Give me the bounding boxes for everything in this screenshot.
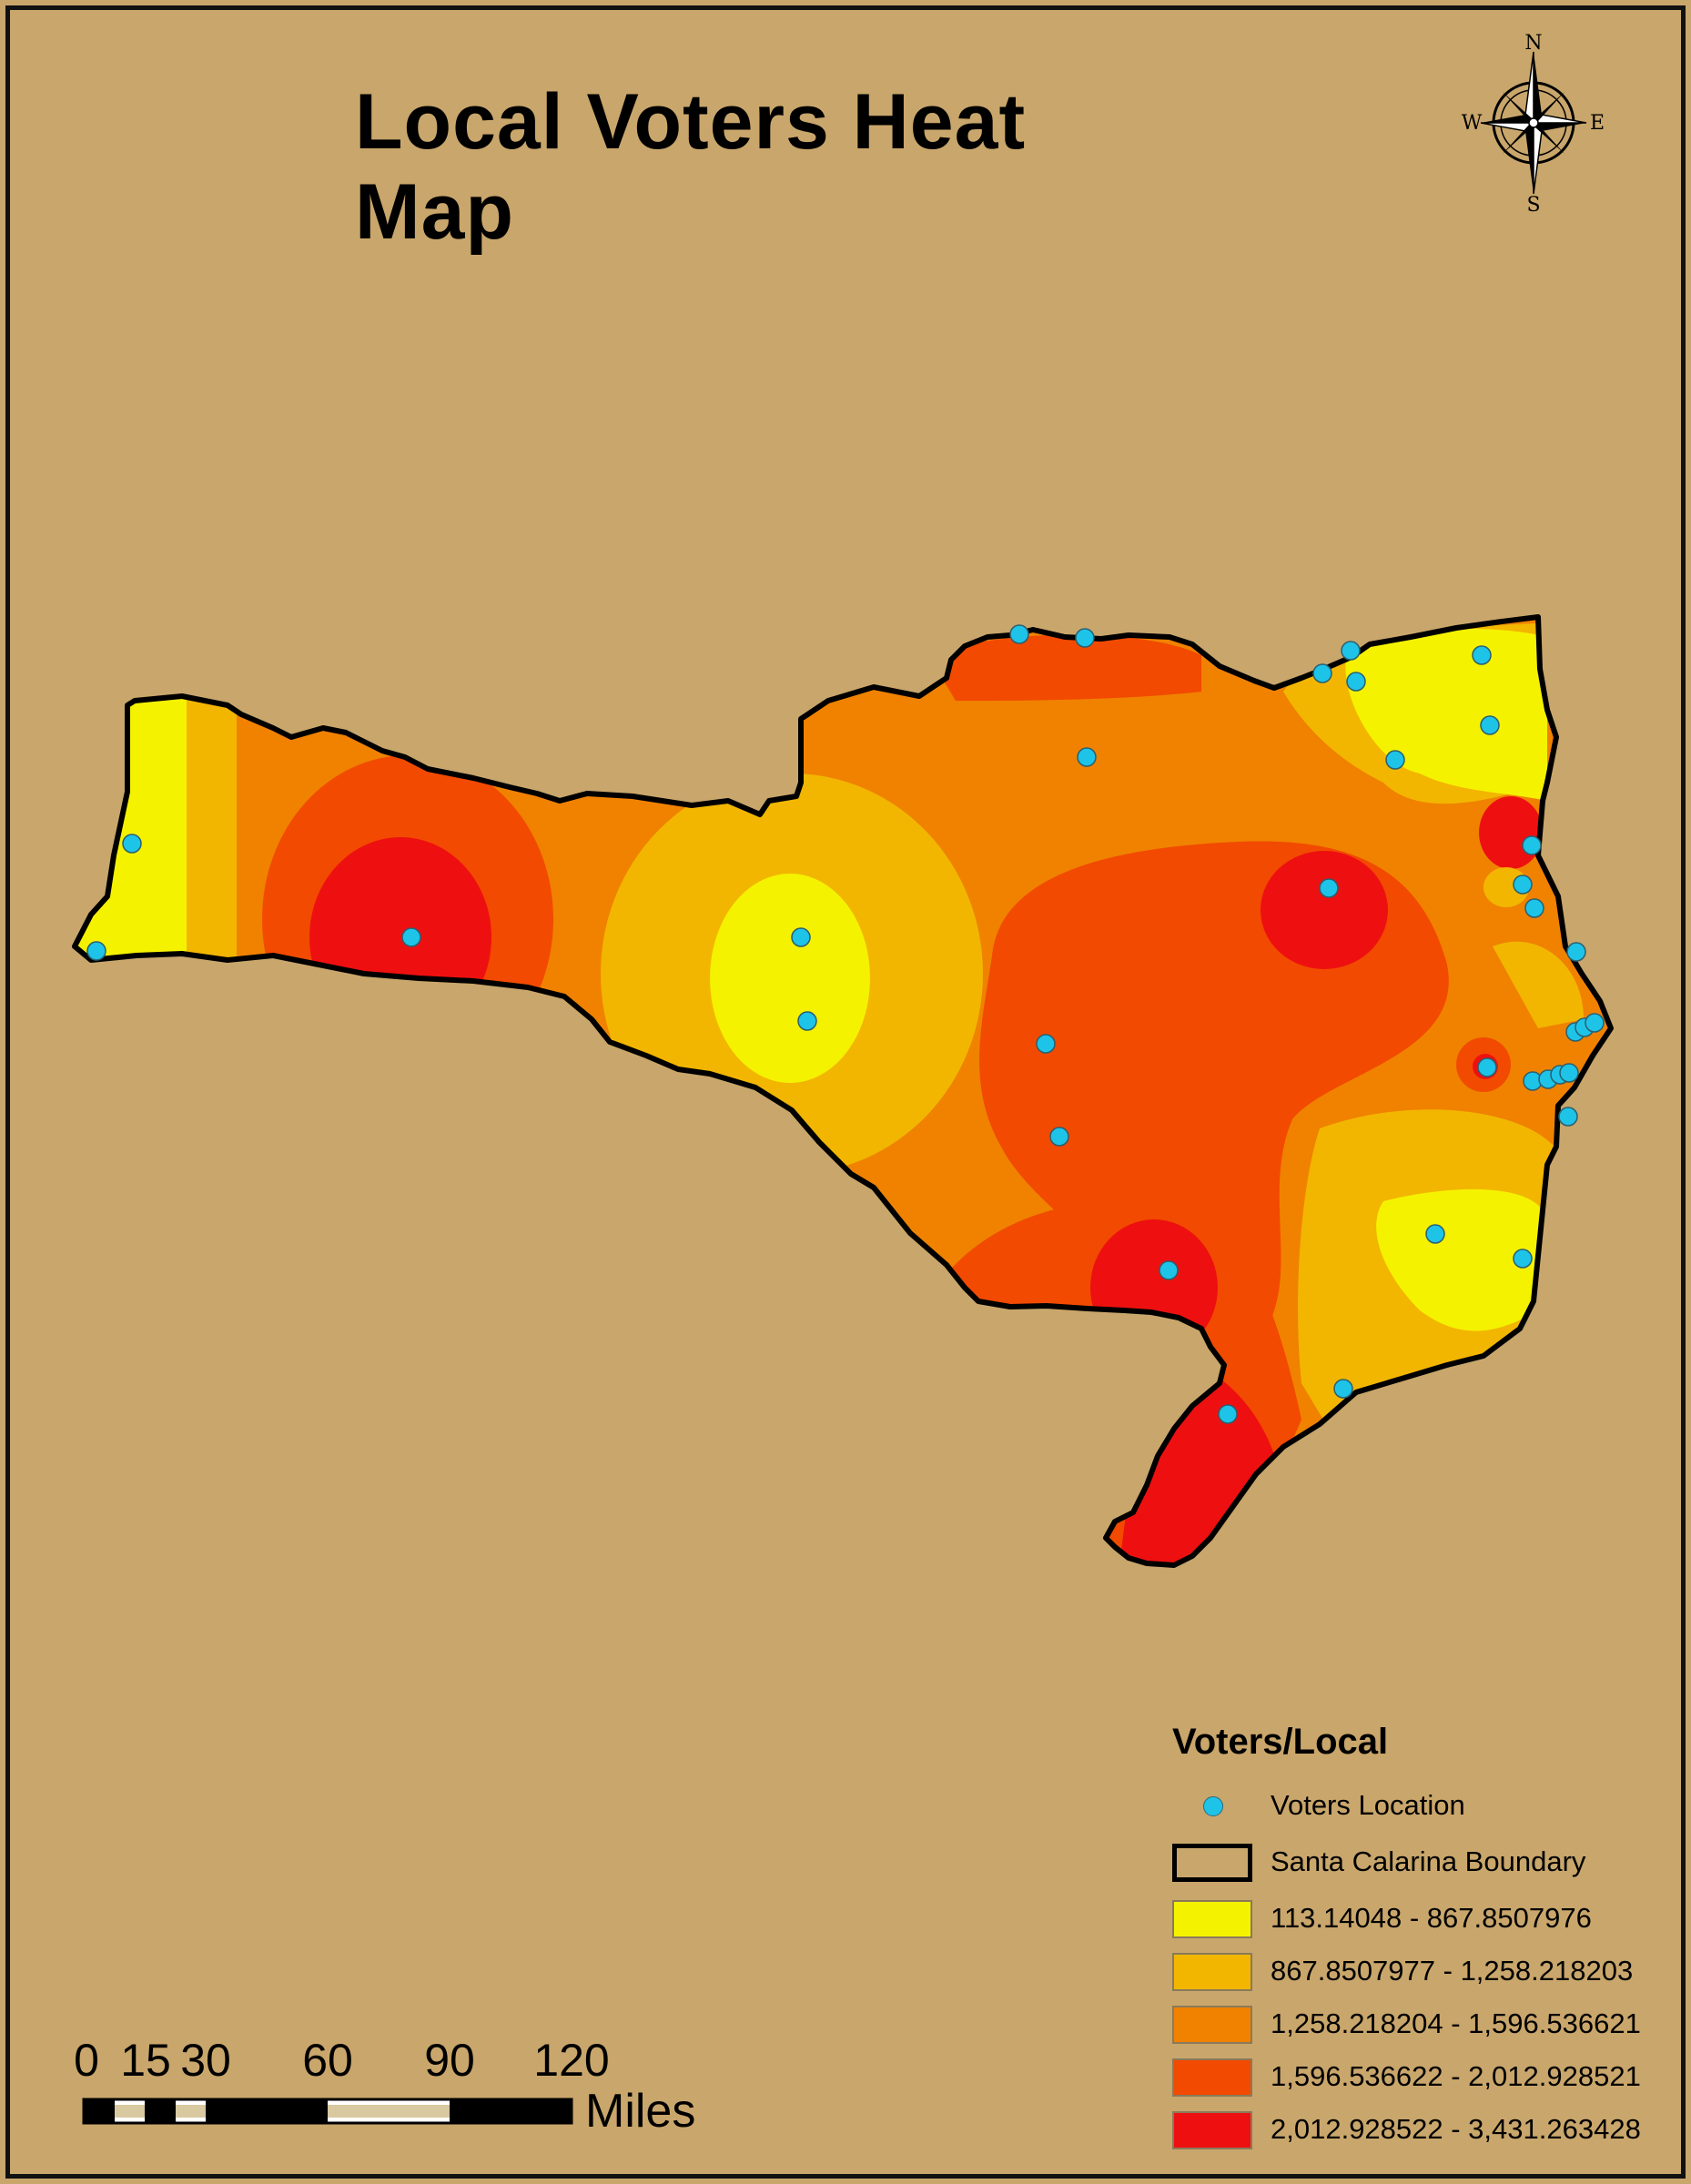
voter-points [86,624,1605,1424]
voter-point[interactable] [1385,750,1405,770]
compass-east-label: E [1590,112,1605,135]
voter-location-icon [1203,1796,1223,1816]
class-swatch [1172,2111,1252,2149]
voter-point[interactable] [1559,1063,1579,1083]
legend-title: Voters/Local [1172,1722,1389,1762]
legend-label-class: 867.8507977 - 1,258.218203 [1271,1955,1634,1987]
voter-point[interactable] [1513,875,1533,895]
voter-point[interactable] [791,927,811,947]
state-boundary [72,614,1614,1568]
scale-tick-label: 90 [424,2035,475,2086]
voter-point[interactable] [1319,878,1339,898]
voter-point[interactable] [1333,1379,1353,1399]
scale-bar: 0 15 30 60 90 120 Miles [64,2034,719,2138]
voter-point[interactable] [1036,1034,1056,1054]
voter-point[interactable] [1075,628,1095,648]
scale-tick-label: 120 [533,2035,610,2086]
map-legend: Voters/Local Voters Location Santa Calar… [1172,1711,1682,2166]
boundary-swatch [1172,1844,1252,1882]
legend-label-class: 113.14048 - 867.8507976 [1271,1902,1592,1934]
voter-point[interactable] [1472,645,1492,665]
scale-bar-graphic [82,2098,573,2125]
compass-rose-icon: N S W E [1462,32,1605,217]
compass-west-label: W [1462,112,1483,135]
map-title: Local Voters Heat Map [355,78,1027,256]
voter-point[interactable] [797,1011,817,1031]
voter-point[interactable] [1341,641,1361,661]
voter-point[interactable] [1218,1404,1238,1424]
interpolated-surface [75,617,1611,1565]
legend-row-class-2: 867.8507977 - 1,258.218203 [1172,1949,1682,1997]
legend-row-boundary: Santa Calarina Boundary [1172,1840,1682,1887]
legend-row-class-5: 2,012.928522 - 3,431.263428 [1172,2108,1682,2155]
voter-point[interactable] [1522,835,1542,855]
voter-point[interactable] [401,927,421,947]
voter-point[interactable] [1585,1013,1605,1033]
scale-tick-label: 15 [120,2035,171,2086]
map-frame [5,5,1686,2179]
voter-point[interactable] [122,834,142,854]
class-swatch [1172,2058,1252,2097]
legend-label-class: 1,258.218204 - 1,596.536621 [1271,2007,1641,2039]
legend-row-class-3: 1,258.218204 - 1,596.536621 [1172,2002,1682,2049]
legend-row-class-4: 1,596.536622 - 2,012.928521 [1172,2055,1682,2102]
voter-point[interactable] [86,941,106,961]
voter-point[interactable] [1049,1127,1069,1147]
voter-point[interactable] [1524,898,1544,918]
compass-north-label: N [1524,32,1542,55]
class-swatch [1172,2006,1252,2044]
legend-row-class-1: 113.14048 - 867.8507976 [1172,1896,1682,1944]
legend-row-points: Voters Location [1172,1784,1682,1831]
class-swatch [1172,1900,1252,1938]
voter-point[interactable] [1077,747,1097,767]
legend-label-class: 1,596.536622 - 2,012.928521 [1271,2060,1641,2092]
voter-point[interactable] [1425,1224,1445,1244]
scale-unit-label: Miles [585,2085,696,2138]
voter-point[interactable] [1346,672,1366,692]
scale-tick-label: 30 [180,2035,231,2086]
legend-label-class: 2,012.928522 - 3,431.263428 [1271,2113,1641,2145]
compass-south-label: S [1526,194,1540,217]
voter-point[interactable] [1480,715,1500,735]
voter-point[interactable] [1513,1249,1533,1269]
scale-tick-label: 60 [302,2035,353,2086]
voter-point[interactable] [1566,942,1586,962]
scale-tick-label: 0 [74,2035,99,2086]
voter-point[interactable] [1312,663,1332,683]
voter-point[interactable] [1477,1057,1497,1077]
legend-label-points: Voters Location [1271,1789,1465,1821]
voter-point[interactable] [1558,1107,1578,1127]
class-swatch [1172,1953,1252,1991]
voter-point[interactable] [1009,624,1029,644]
legend-label-boundary: Santa Calarina Boundary [1271,1845,1586,1877]
voter-point[interactable] [1159,1260,1179,1280]
